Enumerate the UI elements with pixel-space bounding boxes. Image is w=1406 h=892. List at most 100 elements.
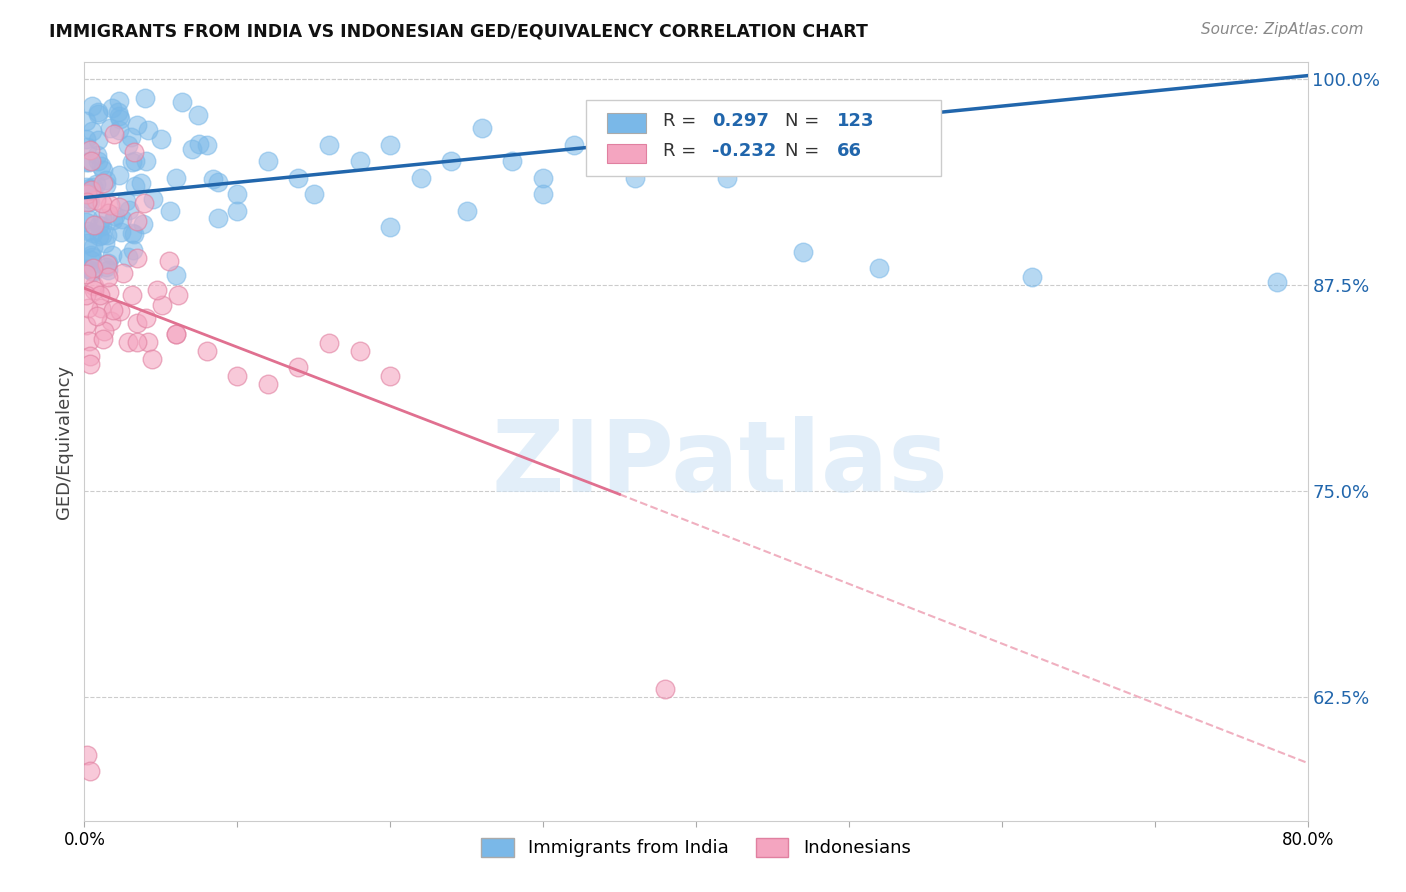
Point: [79, 192, 101, 206]
Point: [624, 170, 647, 185]
Point: [125, 214, 148, 228]
Point: [93, 235, 115, 250]
Point: [108, 109, 131, 123]
Point: [792, 244, 814, 259]
Point: [150, 132, 173, 146]
Point: [90, 301, 112, 315]
Point: [207, 211, 229, 226]
Point: [1265, 275, 1288, 289]
Text: N =: N =: [786, 112, 820, 130]
Point: [96, 172, 118, 186]
Point: [131, 176, 153, 190]
Point: [89, 218, 111, 232]
Legend: Immigrants from India, Indonesians: Immigrants from India, Indonesians: [474, 830, 918, 864]
Point: [75, 215, 97, 229]
Point: [86, 133, 108, 147]
Point: [101, 212, 124, 227]
Point: [654, 681, 676, 696]
Text: R =: R =: [664, 112, 696, 130]
Point: [380, 220, 402, 235]
Point: [195, 137, 218, 152]
Point: [96, 228, 118, 243]
Point: [82, 265, 104, 279]
Point: [531, 170, 554, 185]
Point: [471, 121, 494, 136]
Point: [167, 287, 190, 301]
Point: [77, 224, 100, 238]
Point: [685, 154, 707, 169]
Point: [83, 278, 105, 293]
Point: [125, 252, 148, 266]
Point: [207, 175, 229, 189]
Point: [82, 179, 104, 194]
Point: [132, 196, 155, 211]
Point: [87, 107, 110, 121]
Point: [135, 310, 157, 325]
Point: [165, 327, 187, 342]
Point: [141, 352, 163, 367]
Point: [531, 187, 554, 202]
Point: [76, 301, 98, 316]
Point: [100, 121, 122, 136]
Point: [91, 211, 114, 225]
Point: [226, 368, 249, 383]
Point: [136, 334, 159, 349]
Point: [108, 94, 131, 108]
Point: [349, 343, 371, 358]
Point: [97, 270, 120, 285]
Point: [170, 95, 193, 110]
Point: [440, 154, 463, 169]
Point: [226, 187, 249, 202]
Point: [76, 194, 98, 209]
Point: [82, 227, 104, 241]
Point: [127, 334, 149, 349]
Point: [318, 137, 340, 152]
Point: [76, 187, 98, 202]
Text: N =: N =: [786, 142, 820, 161]
Point: [90, 196, 112, 211]
Point: [287, 360, 309, 375]
Text: 0.297: 0.297: [711, 112, 769, 130]
Point: [135, 154, 157, 169]
Point: [93, 162, 115, 177]
Point: [97, 263, 120, 277]
FancyBboxPatch shape: [606, 144, 645, 163]
Point: [86, 105, 108, 120]
Point: [107, 105, 129, 120]
Point: [82, 260, 104, 275]
Point: [80, 184, 103, 198]
Point: [101, 302, 124, 317]
Point: [117, 137, 139, 152]
Point: [80, 250, 103, 264]
Point: [349, 154, 371, 169]
Point: [76, 235, 98, 250]
Point: [75, 318, 97, 332]
Point: [97, 256, 120, 270]
Point: [165, 170, 187, 185]
Point: [146, 283, 169, 297]
Point: [165, 327, 187, 342]
Point: [136, 123, 159, 137]
Point: [159, 203, 181, 218]
Point: [110, 225, 132, 239]
Point: [96, 260, 118, 275]
Point: [87, 229, 110, 244]
Y-axis label: GED/Equivalency: GED/Equivalency: [55, 365, 73, 518]
Point: [188, 137, 211, 152]
Point: [869, 261, 891, 276]
Point: [122, 244, 145, 258]
Point: [120, 130, 142, 145]
Point: [117, 334, 139, 349]
Point: [77, 154, 100, 169]
Point: [75, 268, 97, 282]
Point: [101, 101, 124, 115]
Point: [86, 148, 108, 162]
Point: [86, 309, 108, 323]
Point: [121, 287, 143, 301]
Point: [79, 358, 101, 372]
Point: [121, 155, 143, 169]
Point: [132, 217, 155, 231]
Point: [79, 764, 101, 779]
Point: [127, 316, 149, 330]
Text: -0.232: -0.232: [711, 142, 776, 161]
